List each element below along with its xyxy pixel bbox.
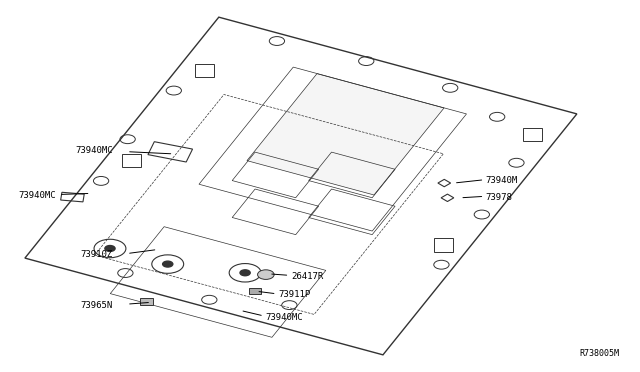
- Text: 26417R: 26417R: [291, 272, 324, 281]
- Text: 73940M: 73940M: [486, 176, 518, 185]
- Circle shape: [240, 270, 250, 276]
- Text: 73978: 73978: [486, 193, 513, 202]
- Text: 73940MC: 73940MC: [18, 191, 56, 200]
- Circle shape: [257, 270, 274, 279]
- Text: 73965N: 73965N: [81, 301, 113, 311]
- Polygon shape: [140, 298, 153, 305]
- Text: 73940MC: 73940MC: [266, 312, 303, 321]
- Text: 73911P: 73911P: [278, 291, 311, 299]
- Polygon shape: [247, 74, 444, 195]
- Polygon shape: [248, 288, 261, 294]
- Text: R738005M: R738005M: [579, 350, 620, 359]
- Text: 73910Z: 73910Z: [81, 250, 113, 259]
- Circle shape: [105, 246, 115, 251]
- Text: 73940MC: 73940MC: [76, 147, 113, 155]
- Circle shape: [163, 261, 173, 267]
